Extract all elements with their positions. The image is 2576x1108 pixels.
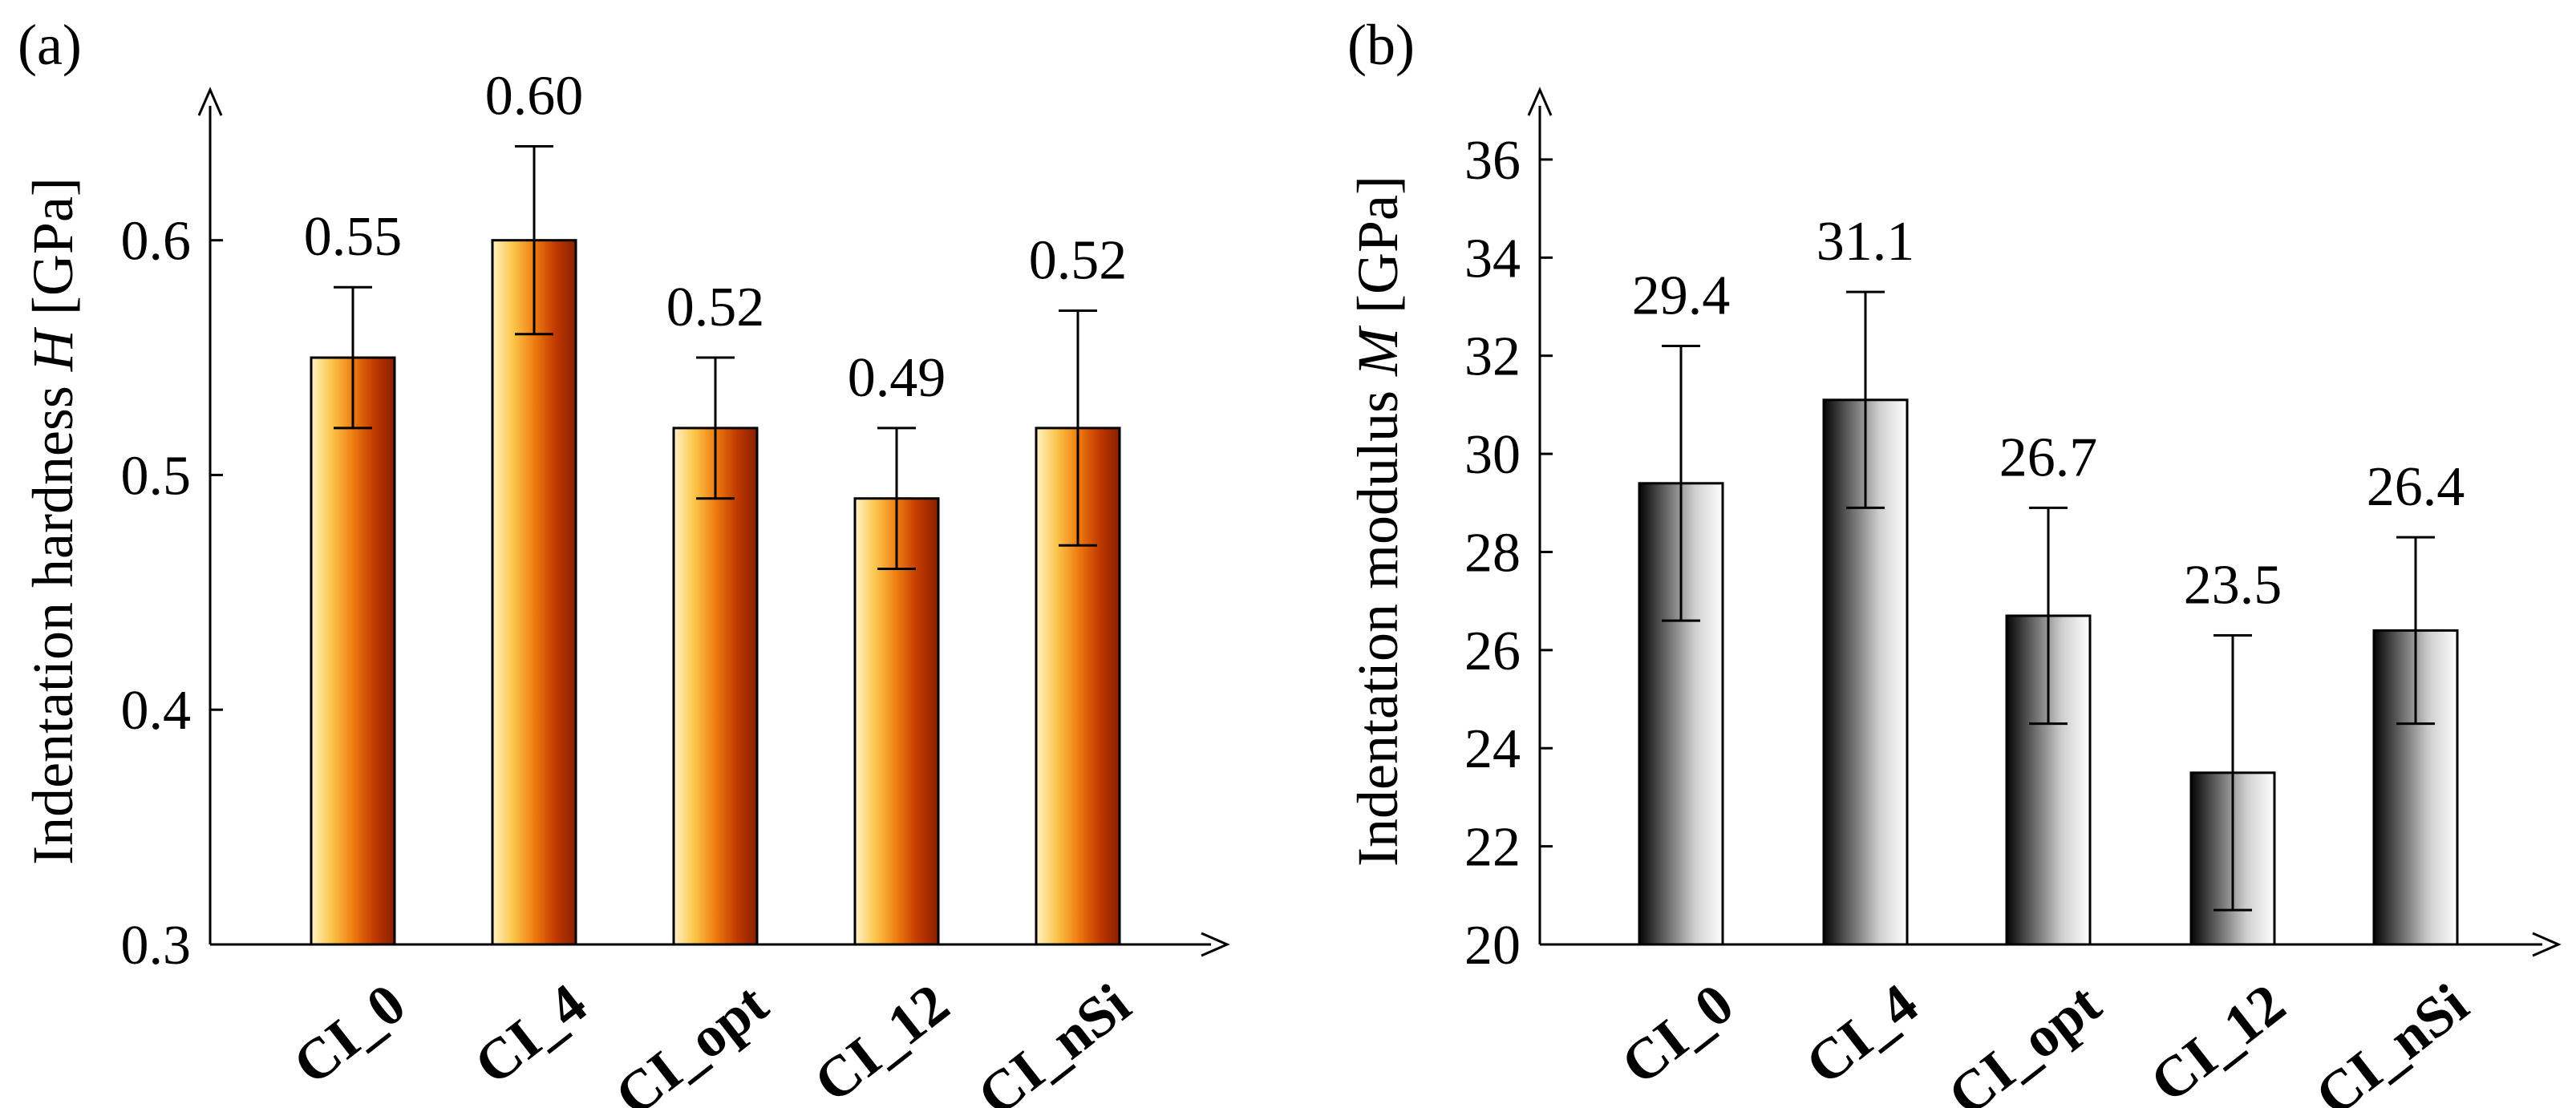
category-label: CI_0: [281, 972, 417, 1098]
value-label: 0.52: [666, 277, 765, 338]
y-tick-label: 30: [1464, 424, 1521, 486]
y-axis-label-part: Indentation modulus: [1346, 376, 1410, 867]
y-tick-label: 24: [1464, 718, 1521, 780]
value-label: 0.55: [304, 206, 403, 268]
value-label: 26.4: [2367, 456, 2465, 518]
bar-ci-opt: [672, 427, 759, 946]
y-axis-label-part: [GPa]: [21, 177, 85, 330]
y-axis-label-part: Indentation hardness: [21, 371, 85, 865]
value-label: 26.7: [1999, 427, 2098, 488]
y-axis-label-part: [GPa]: [1346, 176, 1410, 328]
value-label: 29.4: [1632, 265, 1731, 326]
category-label: CI_4: [1794, 972, 1930, 1098]
y-tick-label: 0.6: [121, 211, 192, 273]
category-label: CI_nSi: [966, 972, 1142, 1108]
panel-b-modulus: (b) 20 22 24 26 28 30 32 34 36 Indentation modulus…: [1346, 13, 2562, 1108]
x-axis-arrow: [2532, 932, 2562, 957]
value-label: 0.52: [1029, 230, 1128, 292]
category-label: CI_opt: [1936, 972, 2112, 1108]
y-axis-label-part: H: [21, 326, 85, 372]
value-label: 23.5: [2184, 555, 2282, 617]
y-axis-arrow: [1527, 87, 1553, 116]
y-axis-label: Indentation modulus M [GPa]: [1346, 176, 1410, 867]
y-tick-label: 28: [1464, 522, 1521, 584]
bar-ci-12: [853, 497, 940, 946]
y-tick-label: 0.5: [121, 445, 192, 507]
y-axis-label: Indentation hardness H [GPa]: [21, 177, 85, 865]
category-label: CI_4: [463, 972, 598, 1098]
panel-label: (b): [1347, 13, 1415, 77]
category-label: CI_12: [802, 972, 960, 1108]
bar-ci-4: [491, 239, 577, 946]
y-tick-label: 36: [1464, 130, 1521, 192]
panel-a-hardness: (a) 0.3 0.4 0.5 0.6 Indentation hardness H [G…: [18, 13, 1230, 1108]
value-label: 31.1: [1817, 211, 1915, 273]
y-tick-label: 22: [1464, 817, 1521, 879]
y-axis-label-part: M: [1346, 325, 1410, 377]
y-axis-arrow: [197, 87, 223, 116]
category-label: CI_nSi: [2303, 972, 2480, 1108]
y-tick-label: 26: [1464, 621, 1521, 682]
value-label: 0.60: [485, 66, 584, 127]
category-label: CI_12: [2138, 972, 2296, 1108]
y-tick-label: 0.3: [121, 915, 192, 977]
value-label: 0.49: [848, 347, 946, 409]
bar-ci-4: [1822, 398, 1909, 946]
y-tick-label: 0.4: [121, 680, 192, 742]
y-tick-label: 32: [1464, 326, 1521, 388]
category-label: CI_0: [1610, 972, 1745, 1098]
panel-label: (a): [18, 13, 82, 77]
y-tick-label: 20: [1464, 915, 1521, 977]
y-tick-label: 34: [1464, 228, 1521, 289]
category-label: CI_opt: [603, 972, 780, 1108]
bar-ci-0: [310, 356, 396, 946]
x-axis-arrow: [1201, 932, 1230, 957]
